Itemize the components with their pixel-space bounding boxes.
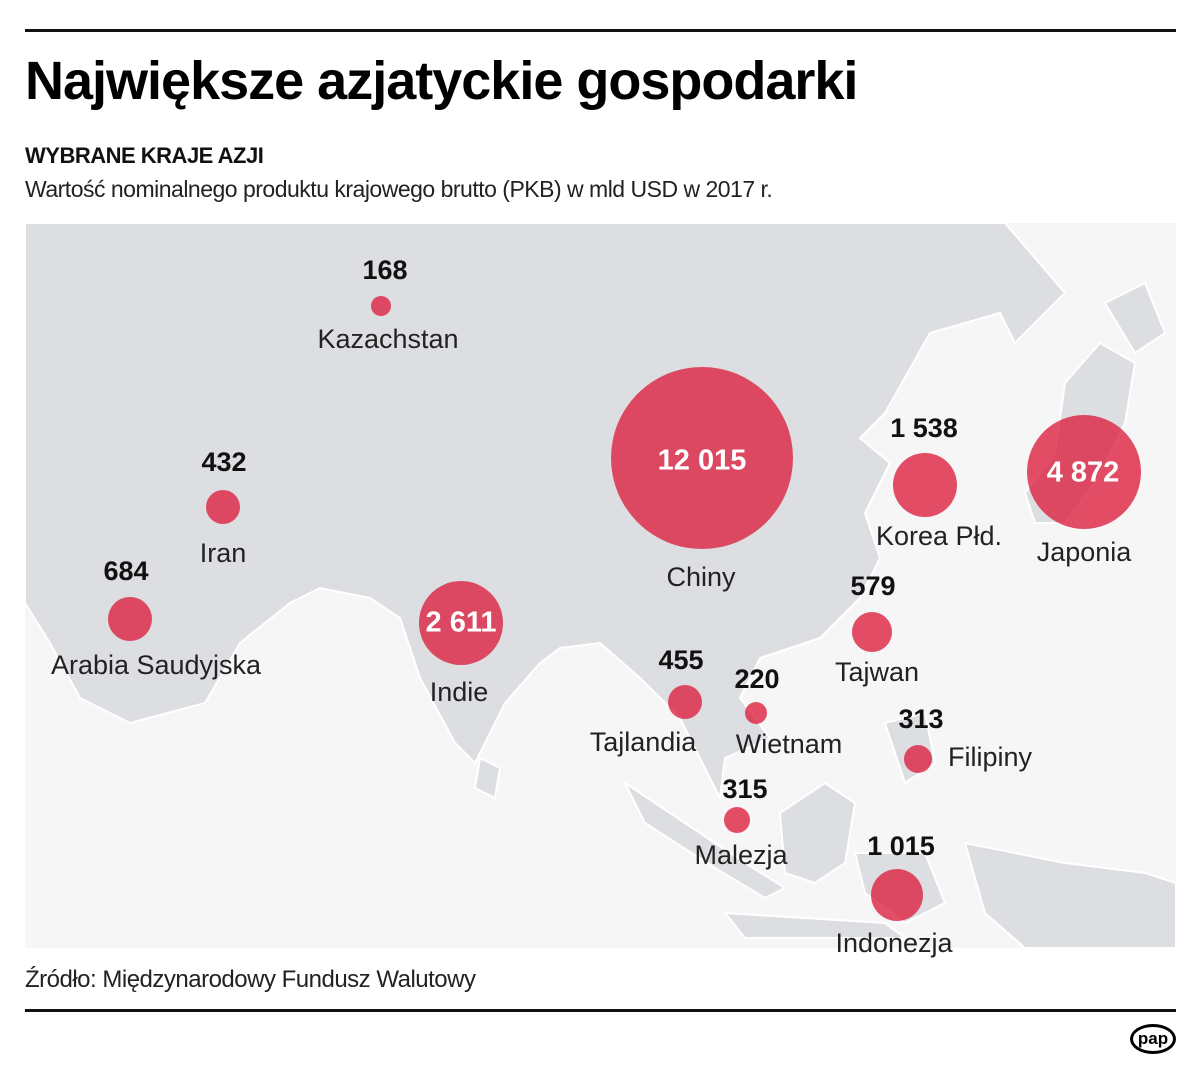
value-label-korea-p-d-: 1 538 [890,413,958,443]
subtitle: WYBRANE KRAJE AZJI [25,143,264,168]
bubble-tajlandia [668,685,702,719]
value-label-kazachstan: 168 [362,255,408,285]
country-label-korea-p-d-: Korea Płd. [875,521,1003,551]
bubble-kazachstan [371,296,391,316]
page-title: Największe azjatyckie gospodarki [25,51,858,111]
value-label-wietnam: 220 [734,664,780,694]
value-label-iran: 432 [201,447,247,477]
bubble-japonia [1027,415,1141,529]
country-label-chiny: Chiny [666,562,736,592]
bubble-chiny [611,367,793,549]
description: Wartość nominalnego produktu krajowego b… [25,176,773,202]
country-label-wietnam: Wietnam [735,729,843,759]
bubble-indonezja [871,869,923,921]
bubble-korea-p-d- [893,453,957,517]
top-rule [25,29,1176,32]
value-label-tajlandia: 455 [658,645,704,675]
value-label-indonezja: 1 015 [867,831,935,861]
country-label-tajlandia: Tajlandia [589,727,697,757]
asia-map [25,223,1176,948]
country-label-iran: Iran [199,538,247,568]
country-label-kazachstan: Kazachstan [317,324,459,354]
country-label-malezja: Malezja [694,840,788,870]
country-label-filipiny: Filipiny [947,742,1033,772]
bubble-malezja [724,807,750,833]
bubble-arabia-saudyjska [108,597,152,641]
source-note: Źródło: Międzynarodowy Fundusz Walutowy [25,966,476,993]
value-label-chiny: 12 015 [657,444,747,477]
country-label-indonezja: Indonezja [835,928,953,958]
value-label-indie: 2 611 [425,606,497,639]
country-label-indie: Indie [429,677,489,707]
country-label-japonia: Japonia [1036,537,1132,567]
value-label-japonia: 4 872 [1046,456,1120,489]
pap-logo: pap [1130,1024,1176,1054]
bubble-tajwan [852,612,892,652]
bubble-wietnam [745,702,767,724]
value-label-malezja: 315 [722,774,768,804]
country-label-arabia-saudyjska: Arabia Saudyjska [50,650,262,680]
country-label-tajwan: Tajwan [834,657,920,687]
bubble-iran [206,490,240,524]
bubble-indie [419,581,503,665]
value-label-tajwan: 579 [850,571,896,601]
value-label-arabia-saudyjska: 684 [103,556,149,586]
value-label-filipiny: 313 [898,704,944,734]
bottom-rule [25,1009,1176,1012]
bubble-filipiny [904,745,932,773]
